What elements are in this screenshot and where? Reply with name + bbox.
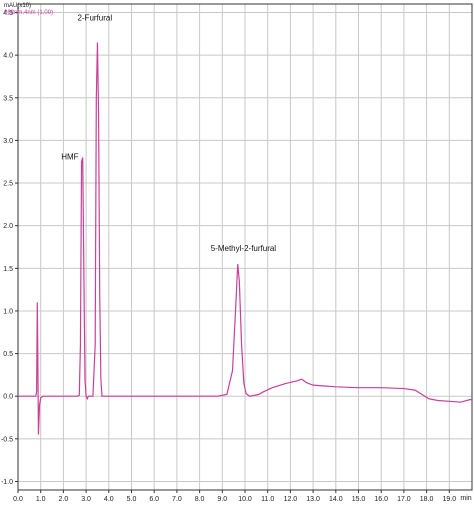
x-tick-label: 3.0 (81, 496, 91, 503)
y-tick-label: 3.0 (3, 138, 13, 145)
x-tick-label: 15.0 (352, 496, 366, 503)
x-tick-label: 0.0 (13, 496, 23, 503)
x-tick-label: 4.0 (104, 496, 114, 503)
y-tick-label: 1.0 (3, 308, 13, 315)
y-tick-label: 3.5 (3, 95, 13, 102)
x-tick-label: 6.0 (149, 496, 159, 503)
series-line (18, 42, 472, 435)
x-tick-label: 18.0 (420, 496, 434, 503)
x-tick-label: 1.0 (36, 496, 46, 503)
peak-label: 5-Methyl-2-furfural (211, 244, 277, 253)
x-tick-label: 2.0 (59, 496, 69, 503)
y-tick-label: -0.5 (1, 436, 13, 443)
tick-labels: 0.0 1.0 2.0 3.0 4.0 5.0 6.0 7.0 8.0 9.0 10.0 11.0 12… (1, 10, 456, 503)
x-tick-label: 14.0 (329, 496, 343, 503)
x-tick-label: 9.0 (217, 496, 227, 503)
y-tick-label: 2.5 (3, 181, 13, 188)
y-tick-label: 0.0 (3, 394, 13, 401)
y-tick-label: 4.0 (3, 53, 13, 60)
y-tick-label: 4.5 (3, 10, 13, 17)
x-tick-label: 17.0 (397, 496, 411, 503)
y-tick-label: 0.5 (3, 351, 13, 358)
x-tick-label: 11.0 (261, 496, 274, 503)
x-tick-label: 12.0 (284, 496, 298, 503)
x-tick-label: 8.0 (195, 496, 205, 503)
x-tick-label: 19.0 (442, 496, 456, 503)
x-tick-label: 16.0 (374, 496, 388, 503)
y-tick-label: 2.0 (3, 223, 13, 230)
x-axis-unit-label: min (460, 495, 471, 502)
y-tick-label: -1.0 (1, 479, 13, 486)
plot-frame (17, 3, 473, 491)
x-tick-label: 10.0 (238, 496, 252, 503)
annotations: HMF 2-Furfural 5-Methyl-2-furfural (61, 13, 276, 253)
legend-entry: 268nm,4nm (1.00) (4, 10, 53, 16)
peak-label: 2-Furfural (77, 13, 112, 22)
x-tick-label: 13.0 (306, 496, 320, 503)
axes (15, 3, 473, 493)
y-axis-label: mAU(x10) (4, 3, 31, 9)
y-tick-label: 1.5 (3, 266, 13, 273)
x-tick-label: 5.0 (127, 496, 137, 503)
x-tick-label: 7.0 (172, 496, 182, 503)
grid (18, 4, 472, 490)
peak-label: HMF (61, 152, 78, 161)
